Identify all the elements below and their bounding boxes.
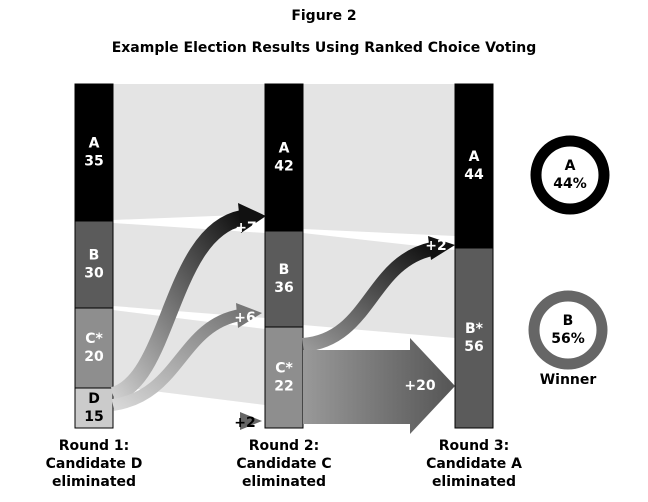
bar-segment bbox=[74, 307, 114, 389]
bar-segment bbox=[74, 220, 114, 309]
arrow-head bbox=[240, 412, 262, 430]
flow-bands bbox=[113, 84, 455, 405]
segment-value: 30 bbox=[84, 266, 104, 282]
segment-label: B bbox=[89, 248, 100, 264]
round-caption: Round 3: bbox=[439, 438, 510, 454]
winner-label: Winner bbox=[540, 372, 597, 388]
segment-label: B* bbox=[465, 321, 484, 337]
round-caption: Candidate A bbox=[426, 456, 522, 472]
transfer-arrow bbox=[110, 210, 245, 403]
result-ring bbox=[530, 135, 610, 215]
bar-segment bbox=[74, 83, 114, 222]
arrow-head bbox=[238, 203, 266, 233]
bar-segment bbox=[74, 387, 114, 429]
segment-value: 56 bbox=[464, 339, 483, 355]
round-caption: Round 2: bbox=[249, 438, 320, 454]
segment-value: 22 bbox=[274, 379, 293, 395]
segment-label: A bbox=[279, 141, 290, 157]
segment-label: D bbox=[88, 391, 100, 407]
transfer-label: +2 bbox=[234, 415, 255, 431]
segment-label: C* bbox=[85, 331, 103, 347]
result-share: 44% bbox=[553, 176, 587, 192]
round-caption: eliminated bbox=[242, 474, 326, 490]
transfer-arrow bbox=[302, 242, 434, 352]
segment-value: 15 bbox=[84, 409, 103, 425]
round-caption: Candidate D bbox=[46, 456, 143, 472]
transfer-arrow bbox=[303, 338, 455, 434]
transfer-label: +2 bbox=[425, 238, 446, 254]
round-caption: Candidate C bbox=[236, 456, 331, 472]
result-ring bbox=[528, 290, 608, 370]
transfer-label: +6 bbox=[234, 310, 255, 326]
round-caption: eliminated bbox=[432, 474, 516, 490]
bar-segment bbox=[264, 326, 304, 429]
result-label: A bbox=[565, 158, 576, 174]
title: Figure 2 bbox=[291, 8, 356, 24]
bar-segment bbox=[454, 83, 494, 249]
round-caption: eliminated bbox=[52, 474, 136, 490]
transfer-label: +20 bbox=[404, 378, 435, 394]
segment-value: 20 bbox=[84, 349, 104, 365]
result-label: B bbox=[563, 313, 574, 329]
segment-value: 35 bbox=[84, 154, 103, 170]
bar-segment bbox=[264, 230, 304, 328]
segment-value: 42 bbox=[274, 159, 293, 175]
segment-label: A bbox=[469, 149, 480, 165]
round-caption: Round 1: bbox=[59, 438, 130, 454]
arrow-head bbox=[236, 303, 262, 328]
subtitle: Example Election Results Using Ranked Ch… bbox=[112, 40, 537, 56]
result-share: 56% bbox=[551, 331, 585, 347]
arrow-head bbox=[428, 236, 455, 260]
segment-label: B bbox=[279, 262, 290, 278]
segment-value: 36 bbox=[274, 280, 293, 296]
segment-label: C* bbox=[275, 361, 293, 377]
transfer-label: +7 bbox=[235, 220, 256, 236]
segment-value: 44 bbox=[464, 167, 484, 183]
transfer-arrow bbox=[111, 309, 242, 411]
segment-label: A bbox=[89, 136, 100, 152]
bar-segment bbox=[264, 83, 304, 232]
bar-segment bbox=[454, 247, 494, 429]
